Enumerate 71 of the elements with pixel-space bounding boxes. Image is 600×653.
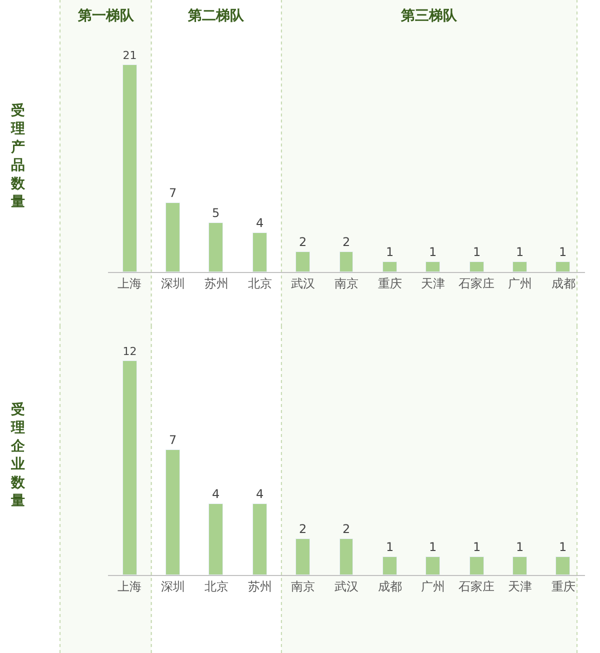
x-tick-label: 深圳 (161, 276, 186, 290)
data-label: 2 (342, 234, 350, 249)
data-label: 1 (516, 540, 524, 554)
bar (252, 232, 267, 272)
data-label: 1 (472, 540, 481, 554)
x-tick-label: 上海 (118, 276, 142, 290)
data-label: 1 (386, 244, 394, 259)
x-tick-label: 广州 (508, 276, 532, 290)
bar (296, 252, 310, 272)
bar (122, 360, 137, 575)
x-tick-label: 苏州 (248, 579, 272, 594)
data-label: 1 (558, 540, 567, 554)
data-label: 2 (298, 522, 307, 536)
y-axis-title: 受理产品数量 (10, 103, 26, 210)
data-label: 7 (168, 186, 177, 200)
x-tick-label: 深圳 (161, 579, 186, 594)
x-tick-label: 广州 (421, 579, 446, 594)
bar (426, 262, 440, 272)
data-label: 2 (342, 522, 350, 536)
x-tick-label: 南京 (334, 276, 358, 290)
bar (208, 504, 223, 575)
bar (340, 538, 353, 575)
data-label: 7 (168, 432, 177, 447)
band-label: 第二梯队 (187, 8, 245, 24)
data-label: 1 (516, 244, 524, 259)
x-tick-label: 天津 (421, 276, 446, 290)
data-label: 1 (472, 244, 481, 259)
bar (208, 222, 223, 272)
band-label: 第三梯队 (400, 8, 458, 24)
bar (166, 450, 180, 575)
data-label: 2 (298, 234, 307, 249)
x-tick-label: 苏州 (204, 276, 228, 290)
data-label: 21 (122, 49, 137, 62)
data-label: 1 (558, 244, 567, 259)
bar (340, 252, 353, 272)
bar (382, 262, 397, 272)
data-label: 4 (256, 486, 264, 501)
x-tick-label: 成都 (378, 579, 402, 594)
x-tick-label: 石家庄 (458, 579, 495, 594)
y-axis-title: 受理企业数量 (10, 402, 26, 509)
bar (470, 556, 484, 575)
data-label: 4 (212, 486, 220, 501)
bar (556, 556, 570, 575)
x-tick-label: 武汉 (334, 579, 358, 594)
x-tick-label: 南京 (291, 579, 316, 594)
data-label: 12 (122, 345, 137, 358)
x-tick-label: 天津 (508, 579, 532, 594)
x-tick-label: 武汉 (291, 276, 316, 290)
bar (382, 556, 397, 575)
data-label: 4 (256, 216, 264, 230)
x-tick-label: 上海 (118, 579, 142, 594)
x-tick-label: 成都 (551, 276, 576, 290)
data-label: 1 (428, 540, 437, 554)
x-tick-label: 重庆 (378, 276, 402, 290)
x-tick-label: 北京 (248, 276, 272, 290)
bar (512, 556, 527, 575)
bar (470, 262, 484, 272)
bar (296, 538, 310, 575)
x-tick-label: 重庆 (551, 579, 576, 594)
bar (166, 202, 180, 272)
data-label: 1 (386, 540, 394, 554)
bar (426, 556, 440, 575)
band-label: 第一梯队 (77, 8, 135, 24)
data-label: 1 (428, 244, 437, 259)
x-tick-label: 石家庄 (458, 276, 495, 290)
bar (512, 262, 527, 272)
x-tick-label: 北京 (204, 579, 228, 594)
data-label: 5 (212, 206, 220, 220)
bar (252, 504, 267, 575)
bar (556, 262, 570, 272)
bar (122, 64, 137, 272)
